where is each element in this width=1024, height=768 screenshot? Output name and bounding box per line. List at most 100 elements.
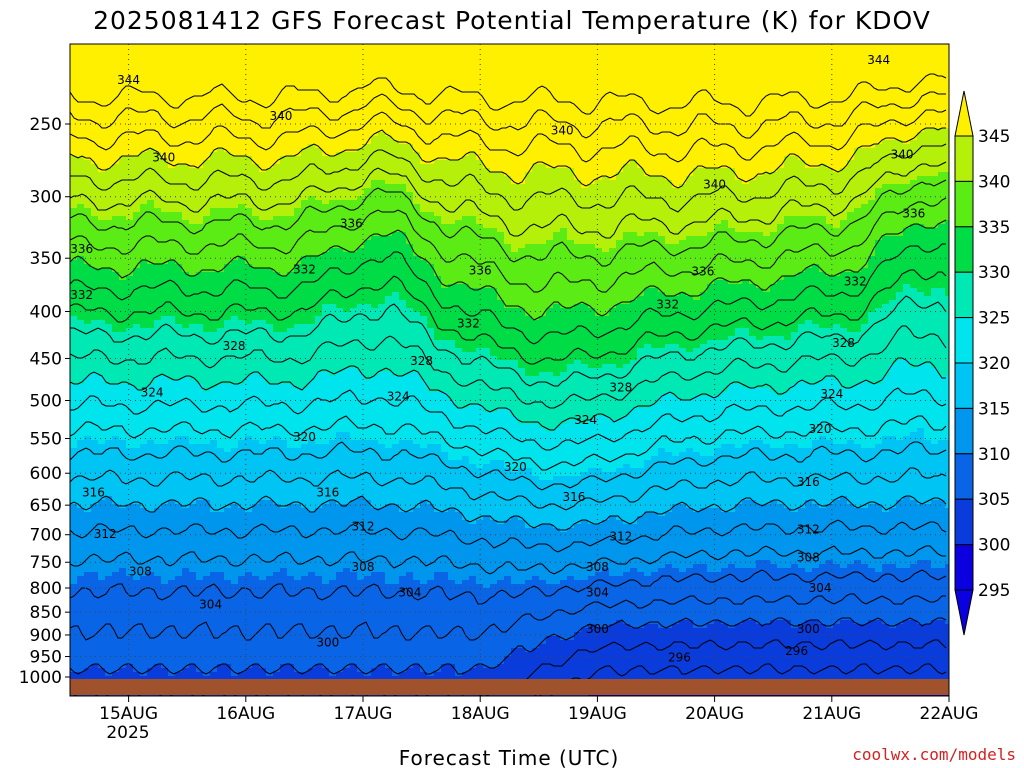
band-cell [91, 616, 99, 621]
band-cell [224, 312, 232, 317]
band-cell [238, 148, 246, 153]
band-cell [196, 528, 204, 533]
band-cell [133, 312, 141, 317]
band-cell [280, 464, 288, 469]
band-cell [154, 64, 162, 69]
band-cell [196, 216, 204, 221]
band-cell [168, 452, 176, 457]
band-cell [266, 628, 274, 633]
band-cell [70, 464, 78, 469]
band-cell [266, 188, 274, 193]
band-cell [210, 512, 218, 517]
band-cell [119, 208, 127, 213]
band-cell [105, 520, 113, 525]
band-cell [133, 672, 141, 677]
band-cell [196, 172, 204, 177]
band-cell [147, 484, 155, 489]
band-cell [140, 148, 148, 153]
band-cell [273, 124, 281, 129]
band-cell [210, 116, 218, 121]
band-cell [196, 332, 204, 337]
band-cell [252, 428, 260, 433]
band-cell [91, 636, 99, 641]
band-cell [147, 304, 155, 309]
band-cell [133, 228, 141, 233]
band-cell [273, 284, 281, 289]
band-cell [133, 424, 141, 429]
band-cell [203, 232, 211, 237]
band-cell [203, 544, 211, 549]
band-cell [196, 84, 204, 89]
band-cell [161, 184, 169, 189]
band-cell [140, 440, 148, 445]
band-cell [161, 268, 169, 273]
band-cell [182, 332, 190, 337]
band-cell [126, 424, 134, 429]
band-cell [126, 368, 134, 373]
band-cell [70, 216, 78, 221]
band-cell [217, 252, 225, 257]
band-cell [119, 636, 127, 641]
band-cell [238, 324, 246, 329]
band-cell [217, 272, 225, 277]
band-cell [175, 644, 183, 649]
band-cell [210, 336, 218, 341]
band-cell [196, 548, 204, 553]
band-cell [224, 184, 232, 189]
band-cell [168, 664, 176, 669]
band-cell [189, 412, 197, 417]
band-cell [140, 492, 148, 497]
band-cell [91, 196, 99, 201]
band-cell [112, 444, 120, 449]
band-cell [140, 360, 148, 365]
band-cell [182, 372, 190, 377]
band-cell [182, 348, 190, 353]
band-cell [91, 640, 99, 645]
band-cell [168, 328, 176, 333]
band-cell [189, 660, 197, 665]
band-cell [182, 448, 190, 453]
band-cell [189, 352, 197, 357]
band-cell [259, 420, 267, 425]
band-cell [203, 216, 211, 221]
band-cell [126, 512, 134, 517]
band-cell [91, 48, 99, 53]
band-cell [91, 376, 99, 381]
band-cell [126, 456, 134, 461]
band-cell [189, 560, 197, 565]
band-cell [133, 184, 141, 189]
band-cell [280, 92, 288, 97]
band-cell [273, 644, 281, 649]
band-cell [231, 652, 239, 657]
band-cell [266, 260, 274, 265]
band-cell [203, 440, 211, 445]
band-cell [189, 392, 197, 397]
band-cell [196, 492, 204, 497]
band-cell [77, 260, 85, 265]
band-cell [119, 520, 127, 525]
band-cell [259, 100, 267, 105]
band-cell [224, 644, 232, 649]
band-cell [224, 592, 232, 597]
band-cell [105, 72, 113, 77]
band-cell [196, 176, 204, 181]
band-cell [238, 640, 246, 645]
band-cell [161, 312, 169, 317]
band-cell [147, 136, 155, 141]
band-cell [84, 236, 92, 241]
band-cell [77, 428, 85, 433]
band-cell [126, 444, 134, 449]
band-cell [133, 364, 141, 369]
band-cell [266, 240, 274, 245]
band-cell [217, 628, 225, 633]
band-cell [259, 456, 267, 461]
band-cell [231, 664, 239, 669]
band-cell [224, 516, 232, 521]
band-cell [175, 432, 183, 437]
band-cell [133, 88, 141, 93]
band-cell [154, 496, 162, 501]
band-cell [140, 216, 148, 221]
band-cell [119, 360, 127, 365]
band-cell [105, 448, 113, 453]
band-cell [175, 560, 183, 565]
